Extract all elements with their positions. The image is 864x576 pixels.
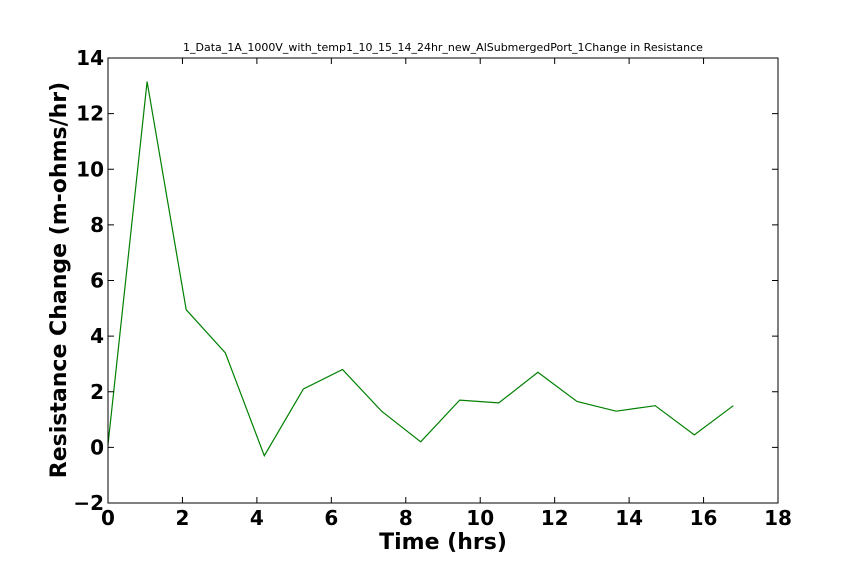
y-tick-label: −2 bbox=[73, 491, 104, 515]
y-tick-label: 10 bbox=[76, 157, 104, 181]
x-tick-label: 10 bbox=[466, 506, 494, 530]
x-tick-label: 16 bbox=[690, 506, 718, 530]
plot-frame bbox=[107, 57, 779, 504]
series-line-1 bbox=[107, 81, 734, 458]
x-tick-label: 14 bbox=[615, 506, 643, 530]
chart-title: 1_Data_1A_1000V_with_temp1_10_15_14_24hr… bbox=[183, 41, 703, 54]
x-tick-label: 12 bbox=[541, 506, 569, 530]
y-axis-label: Resistance Change (m-ohms/hr) bbox=[47, 82, 72, 478]
x-tick-label: 2 bbox=[175, 506, 189, 530]
y-tick-label: 14 bbox=[76, 46, 104, 70]
y-tick-label: 2 bbox=[90, 380, 104, 404]
y-tick-label: 6 bbox=[90, 269, 104, 293]
x-tick-label: 0 bbox=[101, 506, 115, 530]
y-tick-label: 8 bbox=[90, 213, 104, 237]
y-tick-label: 0 bbox=[90, 435, 104, 459]
y-tick-label: 12 bbox=[76, 102, 104, 126]
y-tick-label: 4 bbox=[90, 324, 104, 348]
x-tick-label: 18 bbox=[764, 506, 792, 530]
x-tick-label: 4 bbox=[250, 506, 264, 530]
x-tick-label: 8 bbox=[399, 506, 413, 530]
x-tick-label: 6 bbox=[324, 506, 338, 530]
x-axis-label: Time (hrs) bbox=[379, 530, 507, 555]
